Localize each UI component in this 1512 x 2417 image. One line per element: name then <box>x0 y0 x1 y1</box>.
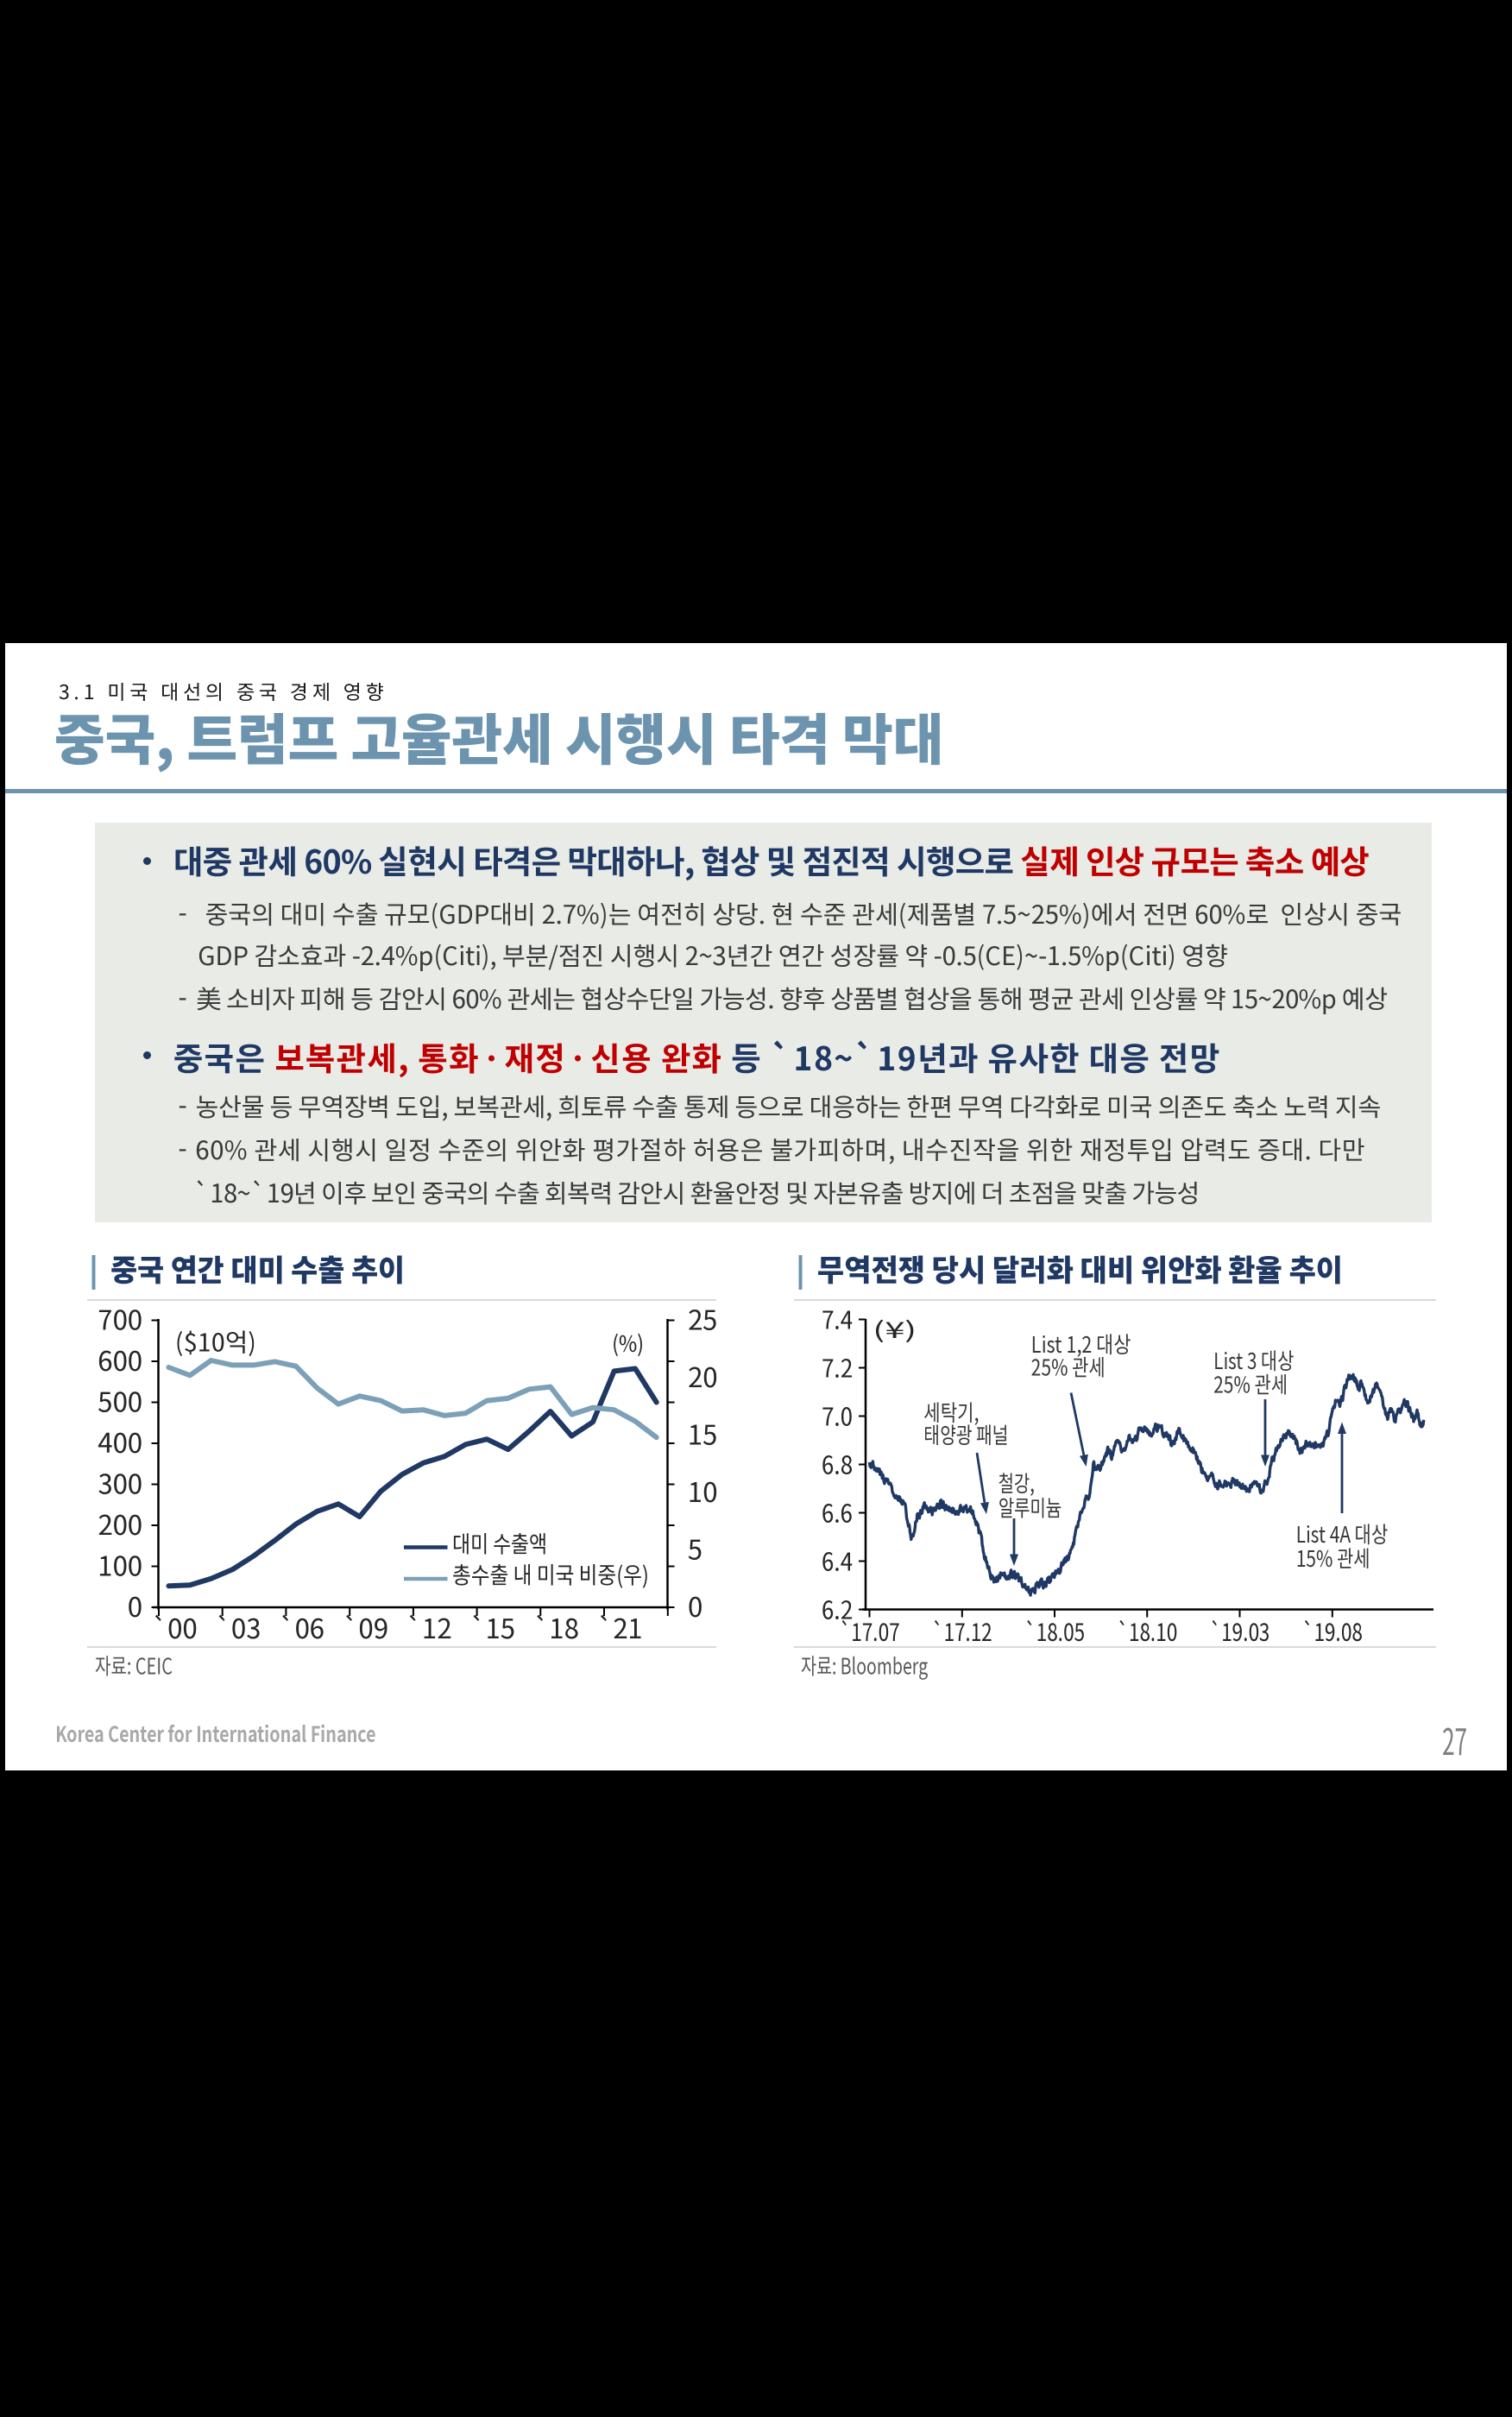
svg-text:무역전쟁 당시 달러화 대비 위안화 환율 추이: 무역전쟁 당시 달러화 대비 위안화 환율 추이 <box>817 1246 1343 1291</box>
svg-text:400: 400 <box>98 1422 142 1461</box>
svg-text:(%): (%) <box>612 1327 644 1359</box>
svg-text:7.4: 7.4 <box>822 1301 853 1337</box>
svg-text:25% 관세: 25% 관세 <box>1031 1351 1106 1383</box>
svg-text:총수출 내 미국 비중(우): 총수출 내 미국 비중(우) <box>452 1557 649 1591</box>
svg-text:`15: `15 <box>469 1607 515 1646</box>
svg-text:`17.12: `17.12 <box>932 1614 992 1649</box>
svg-text:`06: `06 <box>279 1607 324 1646</box>
svg-text:0: 0 <box>688 1586 702 1625</box>
svg-text:7.2: 7.2 <box>822 1349 853 1385</box>
svg-text:자료: Bloomberg: 자료: Bloomberg <box>801 1650 928 1682</box>
svg-text:`18.05: `18.05 <box>1024 1614 1085 1649</box>
svg-text:6.4: 6.4 <box>822 1543 853 1579</box>
svg-text:`03: `03 <box>215 1607 261 1646</box>
svg-text:자료: CEIC: 자료: CEIC <box>95 1650 173 1682</box>
svg-text:700: 700 <box>98 1299 142 1338</box>
svg-text:10: 10 <box>688 1471 717 1510</box>
svg-text:0: 0 <box>128 1586 142 1625</box>
svg-text:20: 20 <box>688 1356 717 1395</box>
svg-text:25: 25 <box>688 1299 717 1338</box>
svg-text:|: | <box>89 1246 98 1291</box>
svg-text:`21: `21 <box>596 1607 642 1646</box>
svg-text:태양광 패널: 태양광 패널 <box>923 1418 1008 1450</box>
svg-text:`18.10: `18.10 <box>1117 1614 1177 1649</box>
svg-text:25% 관세: 25% 관세 <box>1213 1368 1288 1400</box>
svg-text:중국 연간 대미 수출 추이: 중국 연간 대미 수출 추이 <box>110 1246 405 1291</box>
svg-text:`09: `09 <box>343 1607 388 1646</box>
svg-text:300: 300 <box>98 1463 142 1502</box>
svg-text:(¥): (¥) <box>873 1313 917 1345</box>
svg-text:`19.08: `19.08 <box>1302 1614 1363 1649</box>
svg-text:List 3 대상: List 3 대상 <box>1213 1344 1294 1376</box>
svg-text:6.8: 6.8 <box>822 1446 853 1482</box>
svg-text:대미 수출액: 대미 수출액 <box>452 1526 547 1560</box>
svg-text:`00: `00 <box>151 1607 197 1646</box>
svg-text:6.2: 6.2 <box>822 1591 853 1627</box>
svg-text:`17.07: `17.07 <box>840 1614 900 1649</box>
svg-text:15: 15 <box>688 1414 717 1453</box>
svg-text:List 1,2 대상: List 1,2 대상 <box>1031 1328 1131 1360</box>
svg-text:세탁기,: 세탁기, <box>923 1396 979 1428</box>
svg-text:|: | <box>796 1246 805 1291</box>
svg-text:`18: `18 <box>533 1607 579 1646</box>
svg-text:600: 600 <box>98 1340 142 1379</box>
svg-text:($10억): ($10억) <box>175 1323 256 1360</box>
svg-text:5: 5 <box>688 1529 702 1568</box>
svg-text:`19.03: `19.03 <box>1210 1614 1270 1649</box>
svg-text:철강,: 철강, <box>999 1467 1035 1499</box>
svg-text:`12: `12 <box>406 1607 451 1646</box>
svg-text:7.0: 7.0 <box>822 1398 853 1434</box>
svg-text:알루미늄: 알루미늄 <box>999 1491 1062 1523</box>
svg-text:15% 관세: 15% 관세 <box>1296 1542 1370 1574</box>
svg-text:6.6: 6.6 <box>822 1494 853 1530</box>
svg-text:List 4A 대상: List 4A 대상 <box>1296 1518 1389 1549</box>
svg-text:500: 500 <box>98 1381 142 1420</box>
svg-text:200: 200 <box>98 1504 142 1543</box>
svg-text:100: 100 <box>98 1545 142 1584</box>
